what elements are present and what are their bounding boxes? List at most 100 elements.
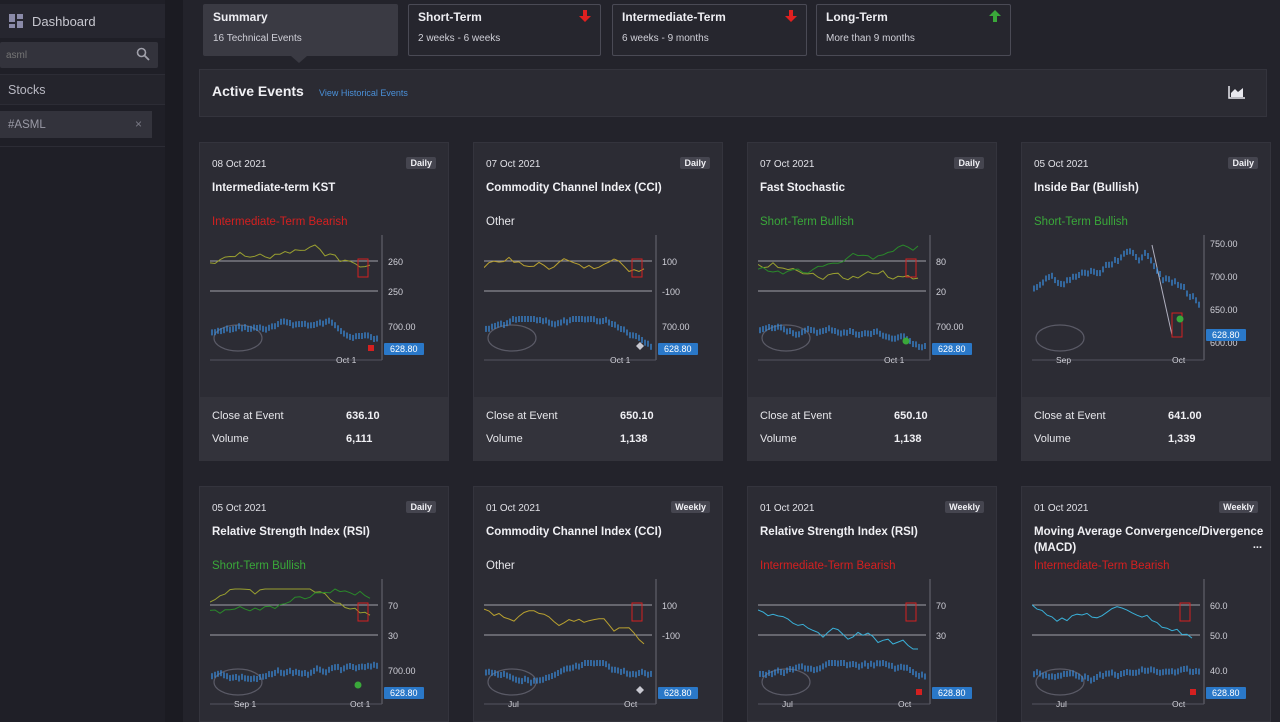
- volume-value: 1,339: [1168, 433, 1196, 445]
- tab-summary[interactable]: Summary 16 Technical Events: [203, 4, 398, 56]
- gutter: [165, 0, 183, 722]
- watermark-logo: [761, 324, 811, 352]
- x-axis-label: Oct 1: [350, 699, 371, 709]
- watermark-logo: [487, 668, 537, 696]
- period-badge: Daily: [406, 157, 436, 169]
- watermark-logo: [1035, 324, 1085, 352]
- volume-value: 1,138: [894, 433, 922, 445]
- axis-label: 100: [662, 601, 677, 611]
- tab-short-term[interactable]: Short-Term 2 weeks - 6 weeks: [408, 4, 601, 56]
- watermark-logo: [761, 668, 811, 696]
- event-card[interactable]: 08 Oct 2021 Daily Intermediate-term KST Int…: [199, 142, 449, 461]
- dashboard-nav-item[interactable]: Dashboard: [0, 4, 165, 38]
- arrow-down-icon: [579, 10, 591, 22]
- axis-label: 250: [388, 287, 403, 297]
- volume-label: Volume: [212, 433, 249, 445]
- event-card[interactable]: 01 Oct 2021 Weekly Moving Average Converge…: [1021, 486, 1271, 722]
- tab-label: Intermediate-Term: [622, 10, 726, 24]
- close-label: Close at Event: [212, 410, 284, 422]
- event-name: Relative Strength Index (RSI): [212, 526, 370, 538]
- chart-view-icon[interactable]: [1228, 85, 1246, 99]
- stock-tag-asml[interactable]: #ASML ×: [0, 111, 152, 138]
- sell-signal-marker: [368, 345, 374, 351]
- volume-label: Volume: [1034, 433, 1071, 445]
- active-events-bar: Active Events View Historical Events: [199, 69, 1267, 117]
- event-date: 05 Oct 2021: [212, 503, 267, 514]
- sidebar: Dashboard Stocks #ASML ×: [0, 0, 165, 722]
- event-card[interactable]: 07 Oct 2021 Daily Fast Stochastic Short-Ter…: [747, 142, 997, 461]
- period-badge: Weekly: [945, 501, 984, 513]
- event-signal: Short-Term Bullish: [212, 560, 306, 572]
- event-signal: Intermediate-Term Bearish: [760, 560, 896, 572]
- remove-tag-icon[interactable]: ×: [134, 117, 142, 131]
- event-date: 07 Oct 2021: [486, 159, 541, 170]
- watermark-logo: [1035, 668, 1085, 696]
- last-price-label: 628.80: [664, 688, 692, 698]
- event-signal: Other: [486, 560, 515, 572]
- last-price-label: 628.80: [938, 344, 966, 354]
- view-historical-events-link[interactable]: View Historical Events: [319, 88, 408, 98]
- axis-label: -100: [662, 631, 680, 641]
- event-name: Fast Stochastic: [760, 182, 845, 194]
- tab-subtitle: More than 9 months: [826, 33, 915, 44]
- event-card[interactable]: 07 Oct 2021 Daily Commodity Channel Index …: [473, 142, 723, 461]
- event-date: 07 Oct 2021: [760, 159, 815, 170]
- axis-label: 650.00: [1210, 305, 1238, 315]
- event-stats: Close at Event 650.10 Volume 1,138: [474, 397, 722, 461]
- last-price-label: 628.80: [1212, 330, 1240, 340]
- last-price-label: 628.80: [938, 688, 966, 698]
- axis-label: 100: [662, 257, 677, 267]
- oscillator-line: [210, 588, 371, 616]
- event-chart: 260 250 700.00 628.80: [210, 235, 424, 361]
- event-name: Inside Bar (Bullish): [1034, 182, 1139, 194]
- x-axis-label: Oct: [624, 699, 638, 709]
- search-input[interactable]: [6, 46, 126, 64]
- event-chart: 60.0 50.0 40.0 628.80: [1032, 579, 1246, 705]
- stock-search: [0, 42, 158, 68]
- axis-label: 700.00: [388, 666, 416, 676]
- last-price-tag: [384, 343, 424, 355]
- axis-label: 750.00: [1210, 239, 1238, 249]
- tab-long-term[interactable]: Long-Term More than 9 months: [816, 4, 1011, 56]
- tab-subtitle: 2 weeks - 6 weeks: [418, 33, 501, 44]
- event-card[interactable]: 01 Oct 2021 Weekly Commodity Channel Index…: [473, 486, 723, 722]
- period-badge: Weekly: [1219, 501, 1258, 513]
- last-price-tag: [658, 687, 698, 699]
- event-signal: Other: [486, 216, 515, 228]
- tab-subtitle: 16 Technical Events: [213, 33, 302, 44]
- watermark-logo: [487, 324, 537, 352]
- event-highlight-box: [1179, 602, 1191, 622]
- last-price-tag: [658, 343, 698, 355]
- last-price-tag: [1206, 329, 1246, 341]
- more-icon[interactable]: ...: [1252, 539, 1262, 551]
- x-axis-label: Oct 1: [336, 355, 357, 365]
- event-highlight-box: [1171, 312, 1183, 338]
- tab-label: Long-Term: [826, 10, 888, 24]
- x-axis-label: Oct: [898, 699, 912, 709]
- event-chart: 100 -100 700.00 628.80: [484, 235, 698, 361]
- signal-line: [210, 588, 371, 614]
- x-axis-label: Oct: [1172, 699, 1186, 709]
- axis-label: 700.00: [388, 322, 416, 332]
- event-card[interactable]: 05 Oct 2021 Daily Inside Bar (Bullish) Shor…: [1021, 142, 1271, 461]
- event-signal: Short-Term Bullish: [760, 216, 854, 228]
- oscillator-line: [1032, 604, 1193, 639]
- dashboard-grid-icon: [9, 14, 23, 28]
- event-highlight-box: [357, 258, 369, 278]
- search-icon[interactable]: [136, 47, 150, 61]
- event-date: 01 Oct 2021: [760, 503, 815, 514]
- event-card[interactable]: 01 Oct 2021 Weekly Relative Strength Index…: [747, 486, 997, 722]
- tab-intermediate-term[interactable]: Intermediate-Term 6 weeks - 9 months: [612, 4, 807, 56]
- event-highlight-box: [905, 602, 917, 622]
- watermark-logo: [213, 324, 263, 352]
- close-value: 641.00: [1168, 410, 1202, 422]
- active-tab-indicator: [291, 56, 307, 63]
- event-card[interactable]: 05 Oct 2021 Daily Relative Strength Index …: [199, 486, 449, 722]
- axis-label: -100: [662, 287, 680, 297]
- x-axis-label: Jul: [782, 699, 793, 709]
- event-date: 01 Oct 2021: [1034, 503, 1089, 514]
- x-axis-label: Sep 1: [234, 699, 257, 709]
- neutral-signal-marker: [636, 686, 644, 694]
- axis-label: 50.0: [1210, 631, 1228, 641]
